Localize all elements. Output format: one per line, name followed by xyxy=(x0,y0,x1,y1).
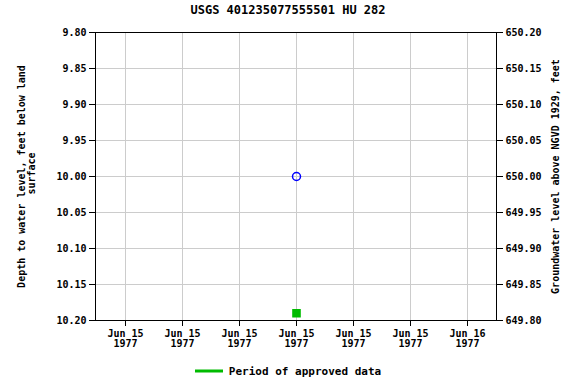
svg-text:9.95: 9.95 xyxy=(62,135,86,146)
svg-text:650.10: 650.10 xyxy=(506,99,542,110)
svg-text:10.20: 10.20 xyxy=(56,315,86,326)
svg-text:Groundwater level above NGVD 1: Groundwater level above NGVD 1929, feet xyxy=(550,59,561,294)
svg-text:Jun 151977: Jun 151977 xyxy=(278,328,314,349)
svg-text:Jun 161977: Jun 161977 xyxy=(449,328,485,349)
svg-text:650.00: 650.00 xyxy=(506,171,542,182)
svg-text:649.90: 649.90 xyxy=(506,243,542,254)
svg-text:10.05: 10.05 xyxy=(56,207,86,218)
svg-text:649.95: 649.95 xyxy=(506,207,542,218)
svg-text:650.15: 650.15 xyxy=(506,63,542,74)
svg-text:Jun 151977: Jun 151977 xyxy=(164,328,200,349)
svg-text:Jun 151977: Jun 151977 xyxy=(335,328,371,349)
svg-text:9.90: 9.90 xyxy=(62,99,86,110)
svg-text:Jun 151977: Jun 151977 xyxy=(392,328,428,349)
svg-text:Jun 151977: Jun 151977 xyxy=(107,328,143,349)
svg-text:650.20: 650.20 xyxy=(506,27,542,38)
svg-text:10.00: 10.00 xyxy=(56,171,86,182)
svg-text:Jun 151977: Jun 151977 xyxy=(221,328,257,349)
svg-text:10.15: 10.15 xyxy=(56,279,86,290)
html-text:USGS 401235077555501 HU 282: USGS 401235077555501 HU 282 xyxy=(190,3,386,17)
svg-text:Depth to water level, feet bel: Depth to water level, feet below land su… xyxy=(16,65,37,288)
svg-text:10.10: 10.10 xyxy=(56,243,86,254)
svg-text:650.05: 650.05 xyxy=(506,135,542,146)
svg-text:649.85: 649.85 xyxy=(506,279,542,290)
svg-text:649.80: 649.80 xyxy=(506,315,542,326)
html-text:Period of approved data: Period of approved data xyxy=(228,364,382,378)
svg-text:9.85: 9.85 xyxy=(62,63,86,74)
svg-text:9.80: 9.80 xyxy=(62,27,86,38)
